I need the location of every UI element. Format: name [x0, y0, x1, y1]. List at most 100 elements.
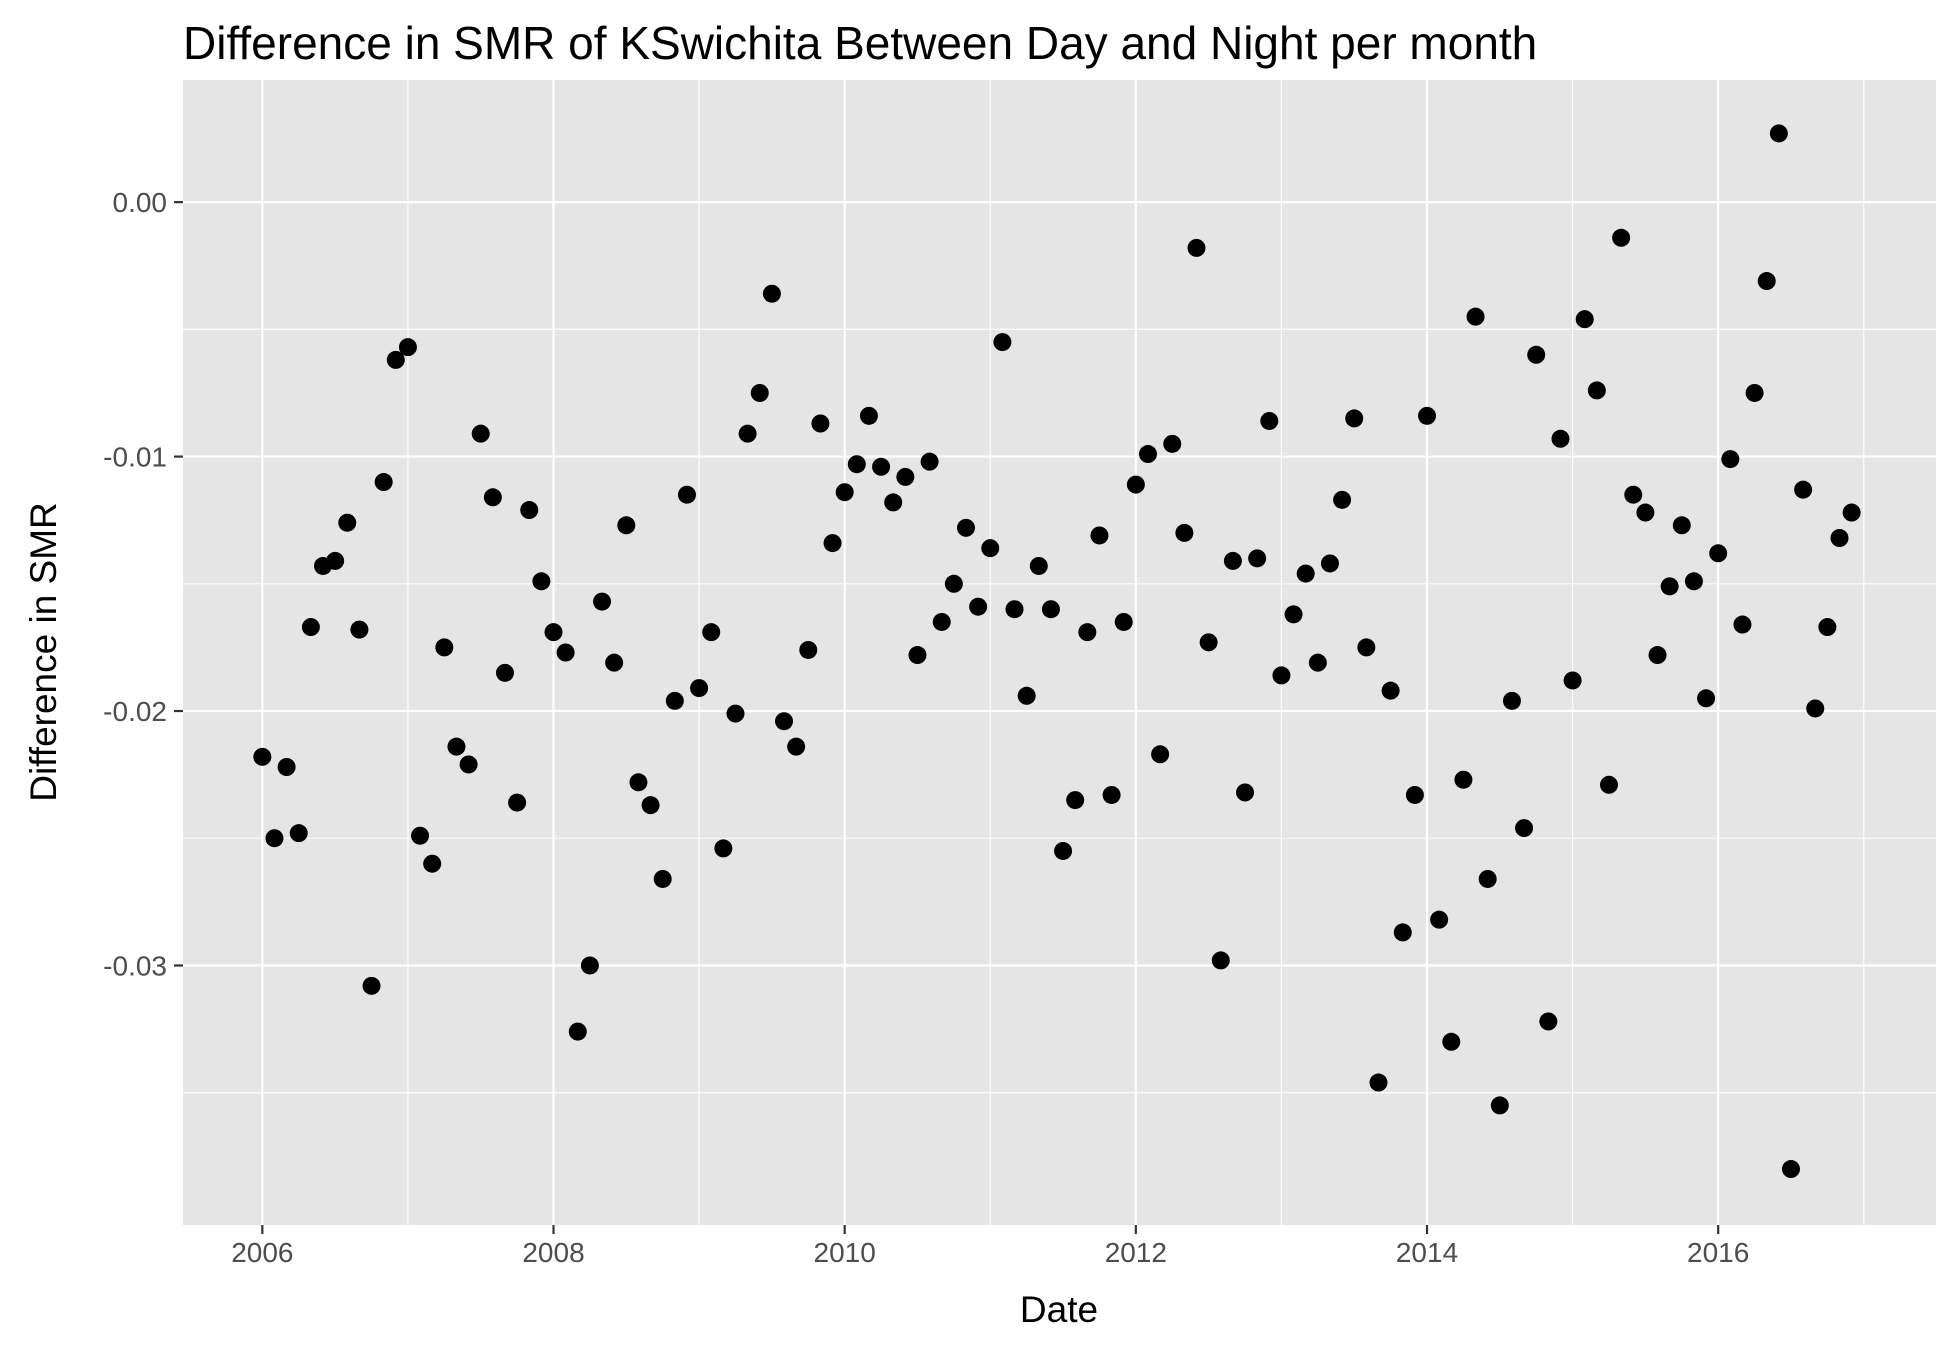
data-point: [1187, 238, 1206, 257]
data-point: [1078, 623, 1097, 642]
data-point: [617, 516, 636, 535]
data-point: [1357, 638, 1376, 657]
data-point: [859, 406, 878, 425]
data-point: [1684, 572, 1703, 591]
data-point: [253, 747, 272, 766]
plot-panel: [183, 80, 1936, 1225]
x-axis-title: Date: [1020, 1289, 1098, 1330]
x-axis: 2006 2008 2010 2012 2014 2016: [231, 1225, 1749, 1268]
data-point: [1296, 564, 1315, 583]
data-point: [1345, 409, 1364, 428]
data-point: [944, 574, 963, 593]
data-point: [1175, 523, 1194, 542]
data-point: [1769, 124, 1788, 143]
data-point: [1223, 551, 1242, 570]
data-point: [1733, 615, 1752, 634]
data-point: [1709, 544, 1728, 563]
data-point: [1466, 307, 1485, 326]
data-point: [423, 854, 442, 873]
data-point: [265, 829, 284, 848]
data-point: [1236, 783, 1255, 802]
data-point: [714, 839, 733, 858]
data-point: [1017, 686, 1036, 705]
data-point: [508, 793, 527, 812]
y-axis-title: Difference in SMR: [23, 502, 64, 802]
data-point: [1041, 600, 1060, 619]
data-point: [1672, 516, 1691, 535]
data-point: [1721, 450, 1740, 469]
data-point: [1478, 869, 1497, 888]
data-point: [1442, 1032, 1461, 1051]
data-point: [1587, 381, 1606, 400]
x-tick-label: 2008: [522, 1237, 584, 1268]
data-point: [362, 976, 381, 995]
data-point: [1029, 556, 1048, 575]
x-tick-label: 2006: [231, 1237, 293, 1268]
y-tick-label: 0.00: [113, 187, 168, 218]
data-point: [1272, 666, 1291, 685]
data-point: [823, 534, 842, 553]
data-point: [1575, 310, 1594, 329]
data-point: [1599, 775, 1618, 794]
y-tick-label: -0.02: [103, 696, 167, 727]
data-point: [629, 773, 648, 792]
data-point: [1369, 1073, 1388, 1092]
data-point: [386, 350, 405, 369]
data-point: [435, 638, 454, 657]
data-point: [1138, 445, 1157, 464]
data-point: [1284, 605, 1303, 624]
data-point: [1490, 1096, 1509, 1115]
data-point: [556, 643, 575, 662]
data-point: [1636, 503, 1655, 522]
data-point: [677, 485, 696, 504]
data-point: [1612, 228, 1631, 247]
data-point: [957, 518, 975, 537]
data-point: [993, 333, 1012, 352]
data-point: [447, 737, 466, 756]
x-tick-label: 2016: [1687, 1237, 1749, 1268]
data-point: [1320, 554, 1339, 573]
data-point: [532, 572, 551, 591]
data-point: [544, 623, 563, 642]
data-point: [1624, 485, 1643, 504]
data-point: [398, 338, 417, 357]
data-point: [969, 597, 988, 616]
minor-gridlines: [183, 80, 1936, 1225]
data-point: [896, 467, 915, 486]
y-tick-label: -0.01: [103, 442, 167, 473]
major-gridlines: [183, 80, 1936, 1225]
data-points: [253, 124, 1861, 1179]
data-point: [1211, 951, 1230, 970]
data-point: [459, 755, 478, 774]
data-point: [811, 414, 830, 433]
x-tick-label: 2010: [814, 1237, 876, 1268]
data-point: [1830, 529, 1849, 547]
data-point: [1502, 691, 1521, 710]
data-point: [932, 612, 951, 631]
data-point: [1842, 503, 1861, 522]
data-point: [1757, 272, 1776, 291]
data-point: [920, 452, 939, 471]
data-point: [1781, 1160, 1800, 1179]
data-point: [338, 513, 357, 532]
data-point: [301, 618, 320, 637]
data-point: [641, 796, 660, 815]
data-point: [1102, 785, 1121, 804]
data-point: [690, 679, 709, 698]
data-point: [411, 826, 430, 845]
x-tick-label: 2014: [1396, 1237, 1458, 1268]
data-point: [908, 646, 927, 665]
data-point: [762, 284, 781, 303]
data-point: [787, 737, 806, 756]
data-point: [1418, 406, 1437, 425]
data-point: [835, 483, 854, 502]
data-point: [1563, 671, 1582, 690]
data-point: [750, 383, 769, 402]
data-point: [1126, 475, 1145, 494]
data-point: [1454, 770, 1473, 789]
data-point: [605, 653, 624, 672]
data-point: [1090, 526, 1109, 545]
y-axis: 0.00 -0.01 -0.02 -0.03: [103, 187, 183, 981]
data-point: [1151, 745, 1170, 764]
